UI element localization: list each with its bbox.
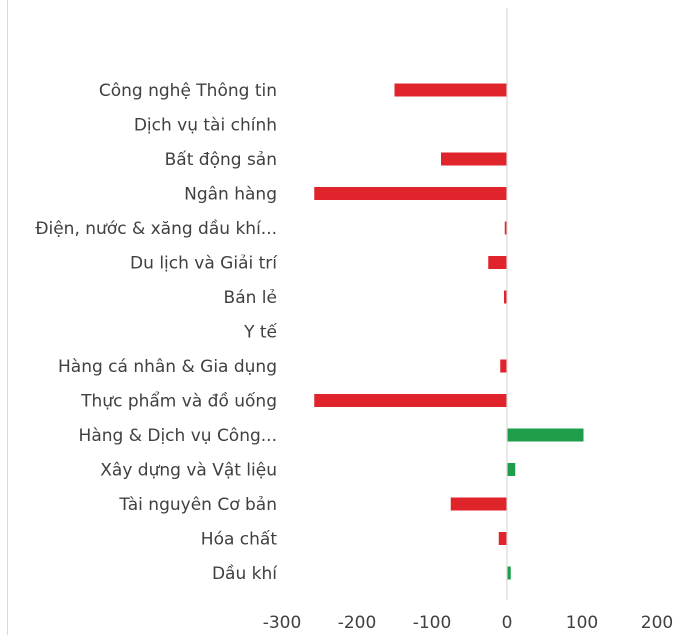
x-tick-label: 0 (502, 613, 513, 633)
bars (314, 83, 584, 580)
x-tick-label: 100 (566, 613, 598, 633)
bar (488, 256, 507, 269)
category-label: Điện, nước & xăng dầu khí... (35, 218, 277, 239)
category-label: Bất động sản (165, 149, 277, 170)
bar (394, 83, 507, 97)
category-label: Dầu khí (212, 563, 278, 584)
chart-frame-line (7, 0, 8, 635)
category-label: Du lịch và Giải trí (130, 254, 278, 274)
category-label: Ngân hàng (184, 185, 277, 205)
bar (500, 359, 507, 373)
x-tick-label: -200 (338, 613, 377, 633)
category-label: Hóa chất (201, 529, 278, 550)
x-tick-label: -100 (413, 613, 452, 633)
x-tick-label: -300 (263, 613, 302, 633)
category-label: Hàng & Dịch vụ Công... (79, 426, 277, 446)
category-label: Tài nguyên Cơ bản (118, 495, 277, 515)
bar (507, 463, 516, 476)
x-tick-labels: -300 -200 -100 0 100 200 (263, 613, 674, 633)
category-label: Thực phẩm và đồ uống (80, 391, 277, 412)
category-label: Xây dựng và Vật liệu (100, 461, 277, 481)
bar (498, 532, 507, 545)
bar (504, 221, 507, 235)
category-labels: Công nghệ Thông tin Dịch vụ tài chính Bất … (35, 81, 278, 584)
bar (504, 290, 507, 304)
bar (507, 566, 511, 580)
category-label: Y tế (243, 322, 277, 343)
bar (450, 497, 507, 511)
category-label: Bán lẻ (224, 288, 277, 308)
category-label: Hàng cá nhân & Gia dụng (58, 357, 277, 377)
x-tick-label: 200 (641, 613, 673, 633)
bar (314, 187, 507, 200)
bar (507, 428, 584, 442)
category-label: Dịch vụ tài chính (134, 116, 277, 136)
category-label: Công nghệ Thông tin (99, 81, 277, 101)
bar (441, 152, 507, 166)
bar (314, 394, 507, 407)
